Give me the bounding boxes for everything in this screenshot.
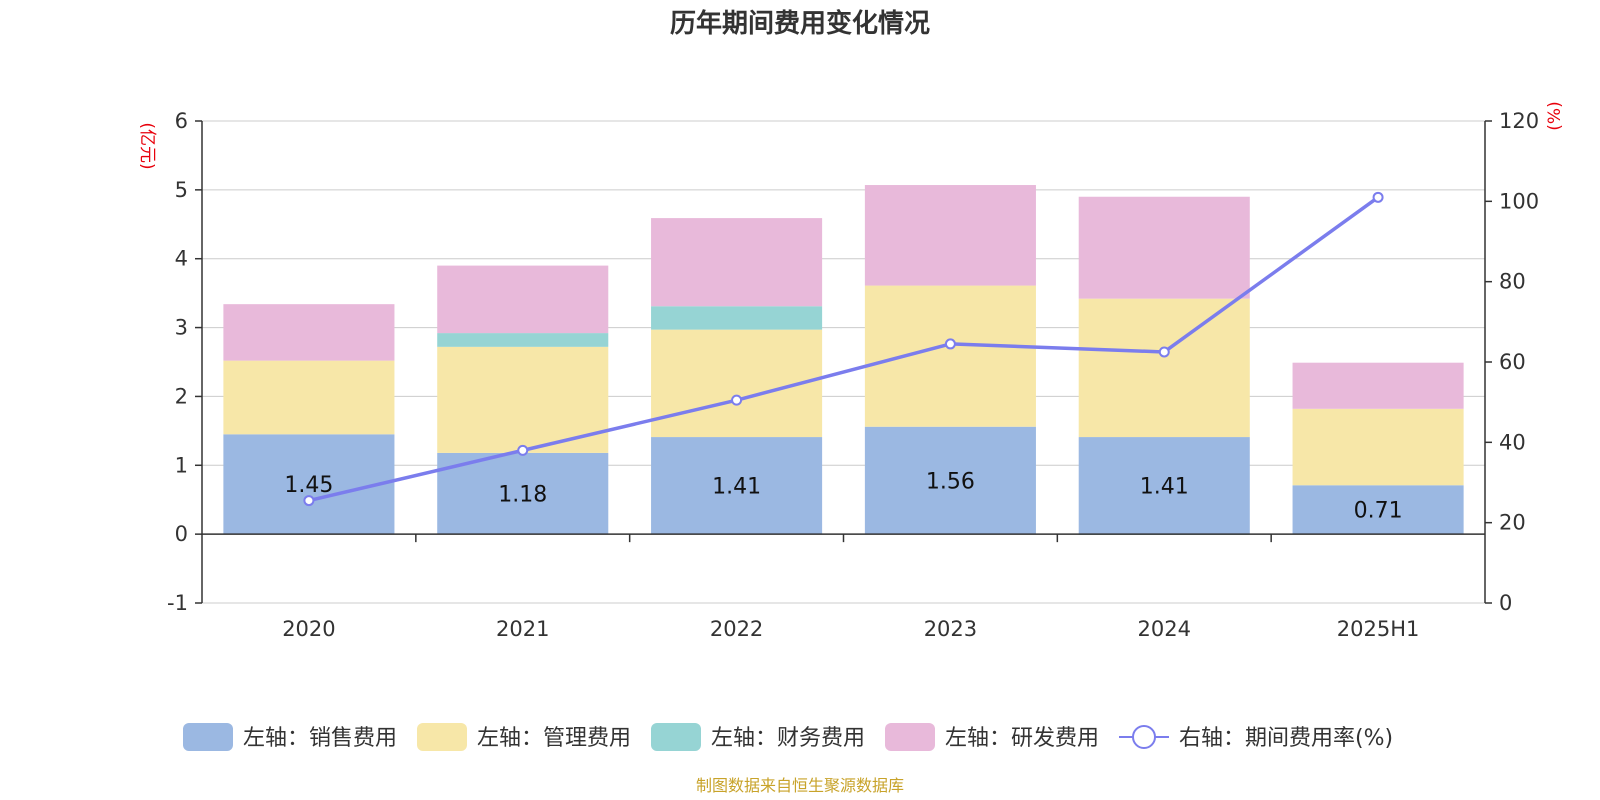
bar-segment [437,333,609,347]
right-tick-label: 80 [1499,270,1526,294]
bar-segment [651,437,823,535]
right-axis-unit: (%) [1545,101,1565,130]
legend-label: 左轴：研发费用 [945,726,1099,751]
right-tick-label: 0 [1499,591,1512,615]
bar-segment [437,452,609,535]
left-tick-label: 3 [175,316,188,340]
left-axis-unit: (亿元) [137,122,157,169]
rate-point [944,338,956,350]
legend-label: 左轴：销售费用 [243,726,397,751]
bar-data-label: 1.41 [1140,475,1189,500]
rate-point [517,444,529,456]
x-category-label: 2025H1 [1337,617,1420,641]
bar-data-label: 1.56 [926,469,975,494]
right-tick-label: 40 [1499,430,1526,454]
x-category-label: 2022 [710,617,763,641]
legend-swatch [417,723,467,751]
left-tick-label: 5 [175,178,188,202]
bar-data-label: 1.41 [712,475,761,500]
x-category-label: 2020 [282,617,335,641]
bar-segment [1292,362,1464,409]
bar-segment [651,306,823,330]
legend-marker-swatch [1132,725,1156,749]
bar-data-label: 1.18 [498,483,547,508]
bar-segment [1078,437,1250,535]
bar-segment [651,218,823,307]
legend-label: 左轴：管理费用 [477,726,631,751]
bar-segment [1078,196,1250,299]
chart-title: 历年期间费用变化情况 [670,8,930,39]
bar-segment [1078,298,1250,438]
right-tick-label: 20 [1499,511,1526,535]
rate-point [1372,191,1384,203]
rate-point [731,394,743,406]
left-tick-label: 6 [175,109,188,133]
legend-label: 右轴：期间费用率(%) [1179,726,1393,751]
left-tick-label: -1 [167,591,188,615]
right-tick-label: 100 [1499,189,1539,213]
legend-label: 左轴：财务费用 [711,726,865,751]
right-tick-label: 120 [1499,109,1539,133]
rate-point [303,495,315,507]
bar-segment [864,185,1036,286]
left-tick-label: 0 [175,522,188,546]
legend-swatch [651,723,701,751]
x-category-label: 2024 [1138,617,1191,641]
bars [223,185,1464,535]
x-category-label: 2021 [496,617,549,641]
bar-segment [864,285,1036,427]
bar-segment [223,304,395,361]
left-tick-label: 4 [175,247,188,271]
x-category-label: 2023 [924,617,977,641]
source-note: 制图数据来自恒生聚源数据库 [696,776,904,795]
bar-segment [651,329,823,438]
bar-segment [223,434,395,535]
left-tick-label: 2 [175,384,188,408]
bar-segment [1292,408,1464,486]
data-labels: 1.45 1.18 1.41 1.56 1.41 0.71 [284,469,1402,523]
bar-data-label: 0.71 [1354,499,1403,524]
bar-segment [1292,485,1464,535]
bar-segment [437,265,609,334]
rate-point [1158,346,1170,358]
rate-line-path [308,195,1380,503]
right-tick-label: 60 [1499,350,1526,374]
legend-swatch [183,723,233,751]
bar-segment [223,360,395,435]
bar-data-label: 1.45 [284,473,333,498]
bar-segment [864,426,1036,535]
left-tick-label: 1 [175,453,188,477]
legend-swatch [885,723,935,751]
rate-line [303,191,1384,507]
legend: 左轴：销售费用 左轴：管理费用 左轴：财务费用 左轴：研发费用 右轴：期间费用率(%) [183,723,1393,751]
